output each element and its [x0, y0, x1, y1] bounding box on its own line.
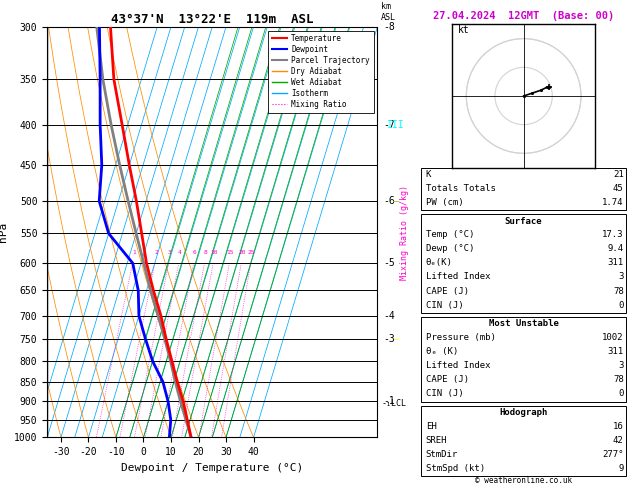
Text: Temp (°C): Temp (°C)	[426, 230, 474, 239]
Text: 15: 15	[226, 250, 234, 255]
Text: Hodograph: Hodograph	[499, 408, 548, 417]
Text: -3: -3	[384, 334, 396, 344]
Text: CIN (J): CIN (J)	[426, 389, 464, 399]
Text: Most Unstable: Most Unstable	[489, 319, 559, 329]
Text: Mixing Ratio (g/kg): Mixing Ratio (g/kg)	[400, 185, 409, 279]
Text: -1: -1	[384, 397, 396, 406]
Title: 43°37'N  13°22'E  119m  ASL: 43°37'N 13°22'E 119m ASL	[111, 13, 313, 26]
Text: 25: 25	[248, 250, 255, 255]
Text: -₁LCL: -₁LCL	[382, 399, 407, 408]
Text: 4: 4	[178, 250, 182, 255]
Text: -6: -6	[384, 196, 396, 206]
Text: -8: -8	[384, 22, 396, 32]
Text: 0: 0	[618, 301, 624, 310]
Text: StmSpd (kt): StmSpd (kt)	[426, 464, 485, 473]
Text: –: –	[393, 196, 399, 206]
Text: SREH: SREH	[426, 436, 447, 445]
Text: 277°: 277°	[602, 450, 624, 459]
Text: 45: 45	[613, 184, 624, 192]
Text: 1.74: 1.74	[602, 198, 624, 207]
Text: Surface: Surface	[505, 217, 542, 226]
Text: 311: 311	[608, 347, 624, 356]
Text: 311: 311	[608, 258, 624, 267]
Text: 17.3: 17.3	[602, 230, 624, 239]
Text: © weatheronline.co.uk: © weatheronline.co.uk	[475, 476, 572, 485]
Text: 6: 6	[193, 250, 197, 255]
Text: 0: 0	[618, 389, 624, 399]
Legend: Temperature, Dewpoint, Parcel Trajectory, Dry Adiabat, Wet Adiabat, Isotherm, Mi: Temperature, Dewpoint, Parcel Trajectory…	[268, 31, 374, 113]
Text: 42: 42	[613, 436, 624, 445]
Text: -5: -5	[384, 258, 396, 268]
Text: 3: 3	[168, 250, 172, 255]
Text: 9.4: 9.4	[608, 244, 624, 253]
Text: —: —	[394, 335, 399, 344]
Text: 3: 3	[618, 273, 624, 281]
Text: 9: 9	[618, 464, 624, 473]
Text: 21: 21	[613, 170, 624, 178]
Text: EH: EH	[426, 421, 437, 431]
Bar	[421, 168, 626, 210]
Text: Dewp (°C): Dewp (°C)	[426, 244, 474, 253]
Text: K: K	[426, 170, 431, 178]
Text: 78: 78	[613, 287, 624, 295]
Text: StmDir: StmDir	[426, 450, 458, 459]
Text: 10: 10	[211, 250, 218, 255]
Text: 2: 2	[154, 250, 158, 255]
Text: Pressure (mb): Pressure (mb)	[426, 333, 496, 342]
Text: -7: -7	[384, 120, 396, 130]
Text: III: III	[387, 120, 405, 130]
Text: 8: 8	[204, 250, 208, 255]
Text: kt: kt	[458, 25, 469, 35]
Text: -4: -4	[384, 311, 396, 321]
Text: Totals Totals: Totals Totals	[426, 184, 496, 192]
Text: 3: 3	[618, 361, 624, 370]
Text: Lifted Index: Lifted Index	[426, 273, 490, 281]
Text: 1: 1	[132, 250, 136, 255]
Text: 16: 16	[613, 421, 624, 431]
Text: CAPE (J): CAPE (J)	[426, 287, 469, 295]
Text: PW (cm): PW (cm)	[426, 198, 464, 207]
Bar	[421, 317, 626, 402]
Text: km
ASL: km ASL	[381, 2, 396, 22]
Text: 1002: 1002	[602, 333, 624, 342]
Text: 20: 20	[238, 250, 246, 255]
Text: 27.04.2024  12GMT  (Base: 00): 27.04.2024 12GMT (Base: 00)	[433, 11, 615, 21]
Text: θₑ(K): θₑ(K)	[426, 258, 452, 267]
Bar	[421, 214, 626, 313]
Text: CIN (J): CIN (J)	[426, 301, 464, 310]
Y-axis label: hPa: hPa	[0, 222, 8, 242]
Text: Lifted Index: Lifted Index	[426, 361, 490, 370]
Text: CAPE (J): CAPE (J)	[426, 375, 469, 384]
Text: 78: 78	[613, 375, 624, 384]
X-axis label: Dewpoint / Temperature (°C): Dewpoint / Temperature (°C)	[121, 463, 303, 473]
Bar	[421, 406, 626, 476]
Text: θₑ (K): θₑ (K)	[426, 347, 458, 356]
